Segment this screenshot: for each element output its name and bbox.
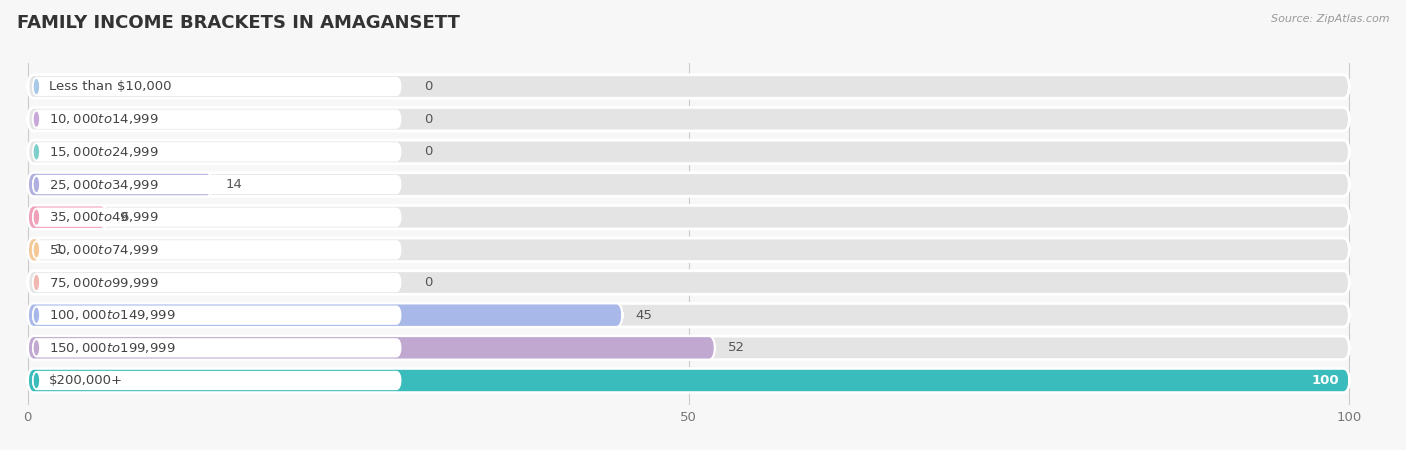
Circle shape [32, 372, 39, 389]
Text: $200,000+: $200,000+ [49, 374, 124, 387]
FancyBboxPatch shape [32, 371, 402, 390]
FancyBboxPatch shape [28, 369, 1350, 392]
FancyBboxPatch shape [28, 303, 623, 327]
Text: 0: 0 [425, 145, 433, 158]
Text: $35,000 to $49,999: $35,000 to $49,999 [49, 210, 159, 224]
Circle shape [32, 307, 39, 324]
FancyBboxPatch shape [28, 369, 1350, 392]
FancyBboxPatch shape [28, 75, 1350, 98]
FancyBboxPatch shape [28, 336, 1350, 360]
Text: $15,000 to $24,999: $15,000 to $24,999 [49, 145, 159, 159]
Text: 100: 100 [1312, 374, 1339, 387]
FancyBboxPatch shape [28, 336, 716, 360]
Text: $75,000 to $99,999: $75,000 to $99,999 [49, 275, 159, 289]
FancyBboxPatch shape [32, 175, 402, 194]
Text: 0: 0 [425, 276, 433, 289]
FancyBboxPatch shape [28, 173, 212, 196]
FancyBboxPatch shape [28, 205, 107, 229]
Text: 45: 45 [636, 309, 652, 322]
FancyBboxPatch shape [28, 238, 41, 261]
FancyBboxPatch shape [28, 173, 1350, 196]
FancyBboxPatch shape [32, 77, 402, 96]
Text: 52: 52 [728, 342, 745, 354]
FancyBboxPatch shape [28, 271, 1350, 294]
Text: $150,000 to $199,999: $150,000 to $199,999 [49, 341, 176, 355]
Text: 0: 0 [425, 80, 433, 93]
FancyBboxPatch shape [32, 240, 402, 260]
Circle shape [32, 339, 39, 356]
Text: 14: 14 [226, 178, 243, 191]
Text: 0: 0 [425, 112, 433, 126]
Text: Source: ZipAtlas.com: Source: ZipAtlas.com [1271, 14, 1389, 23]
FancyBboxPatch shape [28, 140, 1350, 164]
Circle shape [32, 274, 39, 291]
Circle shape [32, 78, 39, 95]
FancyBboxPatch shape [28, 238, 1350, 261]
Circle shape [32, 144, 39, 160]
Text: FAMILY INCOME BRACKETS IN AMAGANSETT: FAMILY INCOME BRACKETS IN AMAGANSETT [17, 14, 460, 32]
Text: $10,000 to $14,999: $10,000 to $14,999 [49, 112, 159, 126]
Text: 6: 6 [121, 211, 128, 224]
FancyBboxPatch shape [28, 108, 1350, 131]
FancyBboxPatch shape [32, 273, 402, 292]
FancyBboxPatch shape [32, 338, 402, 357]
Text: $50,000 to $74,999: $50,000 to $74,999 [49, 243, 159, 257]
Text: $100,000 to $149,999: $100,000 to $149,999 [49, 308, 176, 322]
Text: $25,000 to $34,999: $25,000 to $34,999 [49, 177, 159, 192]
Circle shape [32, 176, 39, 193]
Circle shape [32, 111, 39, 128]
Text: Less than $10,000: Less than $10,000 [49, 80, 172, 93]
FancyBboxPatch shape [32, 109, 402, 129]
FancyBboxPatch shape [32, 142, 402, 162]
FancyBboxPatch shape [32, 306, 402, 325]
Circle shape [32, 241, 39, 258]
FancyBboxPatch shape [32, 207, 402, 227]
Circle shape [32, 209, 39, 225]
FancyBboxPatch shape [28, 303, 1350, 327]
Text: 1: 1 [55, 243, 63, 256]
FancyBboxPatch shape [28, 205, 1350, 229]
